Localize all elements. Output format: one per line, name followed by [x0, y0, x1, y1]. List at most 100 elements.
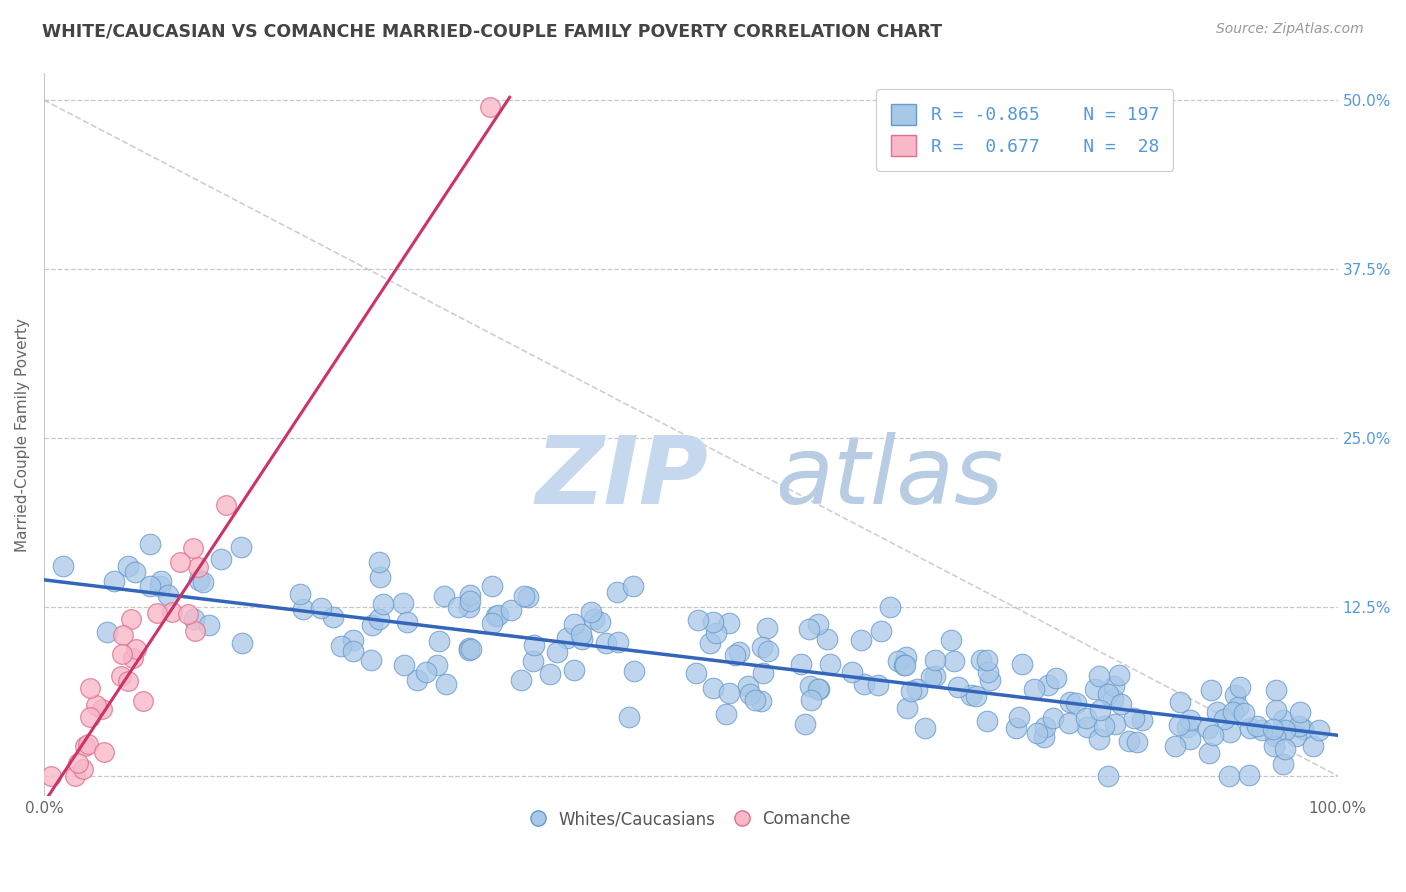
Point	[1088, 732, 1111, 747]
Point	[1168, 718, 1191, 732]
Point	[191, 574, 214, 589]
Point	[870, 624, 893, 638]
Point	[617, 710, 640, 724]
Point	[702, 615, 724, 629]
Point	[924, 669, 946, 683]
Point	[458, 640, 481, 655]
Point	[1250, 723, 1272, 737]
Point	[149, 579, 172, 593]
Point	[900, 683, 922, 698]
Point	[91, 702, 114, 716]
Point	[52, 559, 75, 574]
Point	[606, 585, 628, 599]
Point	[1288, 705, 1310, 719]
Point	[1045, 671, 1067, 685]
Point	[970, 653, 993, 667]
Point	[1097, 769, 1119, 783]
Point	[181, 541, 204, 555]
Point	[79, 681, 101, 695]
Point	[510, 673, 533, 687]
Point	[1005, 721, 1028, 735]
Point	[894, 649, 917, 664]
Point	[1038, 678, 1060, 692]
Point	[582, 612, 605, 626]
Point	[807, 616, 830, 631]
Point	[188, 573, 211, 587]
Point	[1026, 726, 1049, 740]
Point	[1197, 721, 1219, 735]
Point	[426, 658, 449, 673]
Point	[125, 642, 148, 657]
Point	[896, 701, 918, 715]
Point	[905, 682, 928, 697]
Point	[702, 681, 724, 696]
Point	[63, 769, 86, 783]
Point	[169, 555, 191, 569]
Point	[1042, 711, 1064, 725]
Text: atlas: atlas	[775, 433, 1002, 524]
Point	[623, 664, 645, 678]
Point	[1263, 739, 1285, 753]
Point	[447, 600, 470, 615]
Point	[1239, 721, 1261, 735]
Point	[460, 641, 482, 656]
Point	[41, 769, 63, 783]
Point	[893, 658, 915, 673]
Point	[799, 679, 821, 693]
Point	[86, 698, 108, 713]
Point	[1074, 711, 1097, 725]
Point	[1264, 683, 1286, 698]
Point	[1271, 756, 1294, 771]
Point	[1033, 720, 1056, 734]
Point	[1104, 716, 1126, 731]
Point	[96, 624, 118, 639]
Point	[117, 559, 139, 574]
Point	[1064, 696, 1087, 710]
Point	[959, 688, 981, 702]
Point	[807, 682, 830, 697]
Point	[72, 762, 94, 776]
Point	[145, 606, 167, 620]
Point	[688, 613, 710, 627]
Point	[1285, 729, 1308, 743]
Point	[342, 633, 364, 648]
Point	[1108, 668, 1130, 682]
Point	[361, 617, 384, 632]
Point	[1205, 705, 1227, 719]
Point	[322, 609, 344, 624]
Point	[458, 600, 481, 615]
Point	[1246, 719, 1268, 733]
Point	[76, 738, 98, 752]
Point	[309, 600, 332, 615]
Point	[198, 618, 221, 632]
Point	[427, 634, 450, 648]
Point	[589, 615, 612, 629]
Point	[292, 601, 315, 615]
Point	[800, 693, 823, 707]
Point	[562, 616, 585, 631]
Point	[841, 665, 863, 679]
Point	[139, 537, 162, 551]
Point	[914, 721, 936, 735]
Point	[595, 635, 617, 649]
Point	[799, 622, 821, 636]
Point	[75, 739, 97, 753]
Point	[157, 588, 180, 602]
Point	[579, 605, 602, 619]
Point	[1274, 723, 1296, 737]
Point	[749, 694, 772, 708]
Point	[718, 615, 741, 630]
Point	[391, 596, 413, 610]
Point	[329, 639, 352, 653]
Point	[1090, 703, 1112, 717]
Point	[699, 636, 721, 650]
Point	[1076, 720, 1098, 734]
Point	[1170, 695, 1192, 709]
Point	[132, 693, 155, 707]
Point	[371, 597, 394, 611]
Point	[976, 714, 998, 728]
Point	[1178, 732, 1201, 747]
Point	[522, 654, 544, 668]
Point	[977, 665, 1000, 680]
Point	[1088, 669, 1111, 683]
